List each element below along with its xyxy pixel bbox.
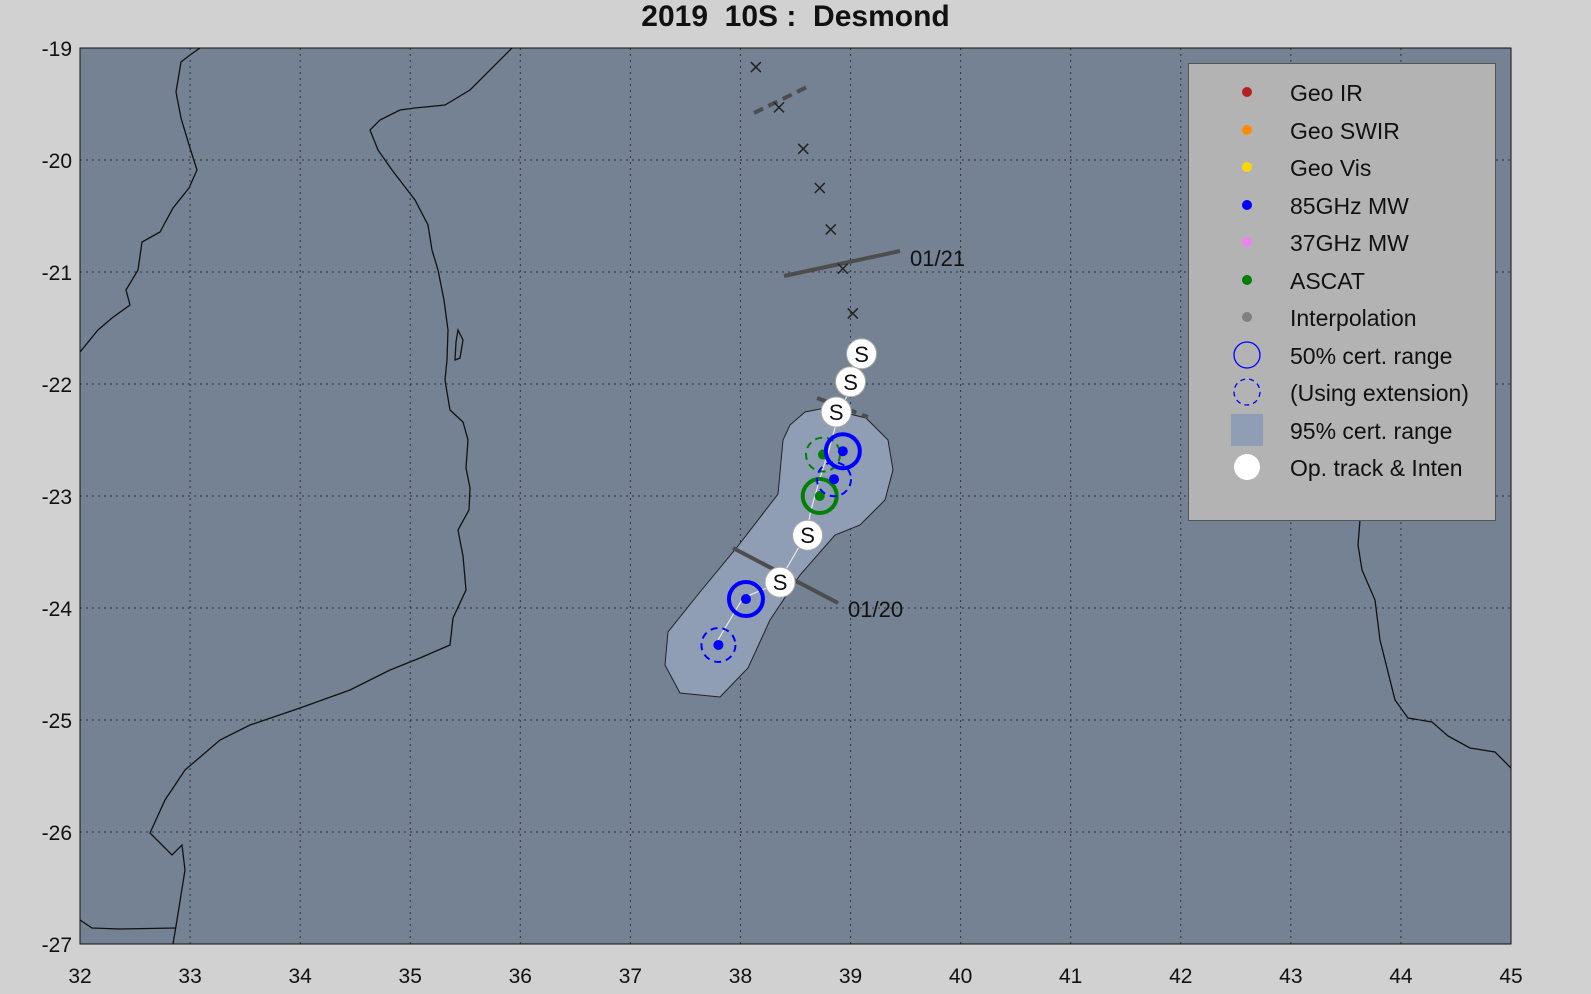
coastline-layer [80, 48, 1511, 944]
madagascar-coastline [1357, 519, 1511, 769]
y-tick-label: -19 [42, 38, 72, 61]
x-tick-label: 45 [1499, 965, 1522, 988]
legend-symbol [1242, 162, 1252, 172]
x-tick-label: 33 [178, 965, 201, 988]
fixes-layer [700, 432, 862, 663]
intensity-label: S [829, 400, 844, 425]
legend-label: Geo Vis [1290, 155, 1372, 181]
legend-label: ASCAT [1290, 267, 1365, 294]
legend-label: 85GHz MW [1290, 192, 1409, 219]
date-labels: 01/21 01/20 [848, 246, 965, 622]
forecast-point [773, 101, 785, 113]
legend-symbol [1242, 87, 1252, 97]
forecast-point [847, 307, 859, 319]
axis-ticks: 32 33 34 35 36 37 38 39 40 41 42 43 44 45 -19 -20 -21 -22… [42, 38, 1523, 988]
mw-85ghz-fix [823, 432, 862, 471]
forecast-x-layer [750, 61, 859, 319]
x-tick-label: 43 [1279, 965, 1302, 988]
legend-label: Geo IR [1290, 80, 1363, 106]
y-tick-label: -23 [42, 486, 72, 509]
intensity-label: S [843, 370, 858, 395]
date-label: 01/21 [910, 246, 965, 271]
mw-85ghz-fix [726, 580, 765, 619]
legend-label: Op. track & Inten [1290, 455, 1463, 481]
forecast-point [837, 263, 849, 275]
forecast-point [797, 143, 809, 155]
x-tick-label: 44 [1389, 965, 1413, 988]
legend-item: 85GHz MW [1189, 187, 1495, 224]
y-tick-label: -25 [42, 710, 72, 733]
forecast-point [750, 61, 762, 73]
legend-item: 95% cert. range [1189, 412, 1495, 449]
y-tick-label: -26 [42, 822, 72, 845]
legend-symbol [1242, 124, 1252, 135]
x-tick-label: 37 [619, 965, 642, 988]
legend-item: ASCAT [1189, 262, 1495, 299]
legend-label: Interpolation [1290, 305, 1417, 331]
mw-85ghz-fix [700, 626, 737, 663]
legend-symbol [1242, 237, 1252, 247]
x-tick-label: 40 [949, 965, 972, 988]
y-tick-label: -27 [42, 934, 72, 957]
legend-item: Geo Vis [1189, 149, 1495, 186]
y-tick-label: -21 [42, 262, 72, 285]
legend-item: Geo SWIR [1189, 112, 1495, 149]
time-dash-top [753, 85, 808, 115]
y-tick-label: -24 [42, 598, 73, 621]
mozambique-coast-south [80, 919, 177, 930]
legend-symbol [1242, 312, 1252, 322]
x-tick-label: 38 [729, 965, 752, 988]
x-tick-label: 39 [839, 965, 862, 988]
mw-85ghz-fix [816, 461, 853, 498]
op-track-point: S [820, 396, 852, 428]
op-track-point: S [764, 566, 796, 598]
legend-label: 95% cert. range [1290, 417, 1453, 444]
op-track-point: S [846, 338, 878, 370]
x-tick-label: 34 [288, 965, 312, 988]
legend: Geo IR Geo SWIR Geo Vis 85GHz MW 37GHz MW ASC… [1188, 63, 1496, 521]
op-track-point: S [835, 366, 867, 398]
plot-frame [79, 47, 1512, 945]
intensity-label: S [800, 523, 815, 548]
y-tick-label: -22 [42, 374, 72, 397]
legend-symbol [1242, 199, 1252, 210]
legend-item: Geo IR [1189, 74, 1495, 111]
legend-label: 50% cert. range [1290, 342, 1453, 369]
x-tick-label: 42 [1169, 965, 1192, 988]
legend-item: 37GHz MW [1189, 224, 1495, 261]
mozambique-coastline [80, 48, 513, 944]
legend-symbol [1242, 274, 1252, 285]
legend-symbol [1234, 454, 1260, 480]
x-tick-label: 41 [1059, 965, 1082, 988]
x-tick-label: 32 [68, 965, 91, 988]
legend-symbol [1233, 378, 1261, 406]
legend-item: Interpolation [1189, 299, 1495, 336]
chart-title: 2019 10S : Desmond [641, 0, 950, 33]
intensity-label: S [854, 342, 869, 367]
y-tick-label: -20 [42, 150, 72, 173]
date-label: 01/20 [848, 597, 903, 622]
forecast-point [825, 223, 837, 235]
x-tick-label: 36 [509, 965, 532, 988]
intensity-label: S [773, 570, 788, 595]
island-small [454, 327, 464, 361]
date-line-0121 [783, 249, 901, 278]
legend-label: Geo SWIR [1290, 117, 1400, 144]
x-tick-label: 35 [399, 965, 422, 988]
legend-symbol [1233, 340, 1261, 369]
legend-label: 37GHz MW [1290, 230, 1409, 256]
legend-symbol [1231, 413, 1263, 446]
forecast-point [814, 182, 826, 194]
legend-label: (Using extension) [1290, 380, 1469, 406]
legend-item: Op. track & Inten [1189, 449, 1495, 486]
legend-item: (Using extension) [1189, 374, 1495, 411]
legend-item: 50% cert. range [1189, 337, 1495, 374]
op-track-point: S [792, 519, 824, 551]
ascat-fix [800, 477, 839, 515]
